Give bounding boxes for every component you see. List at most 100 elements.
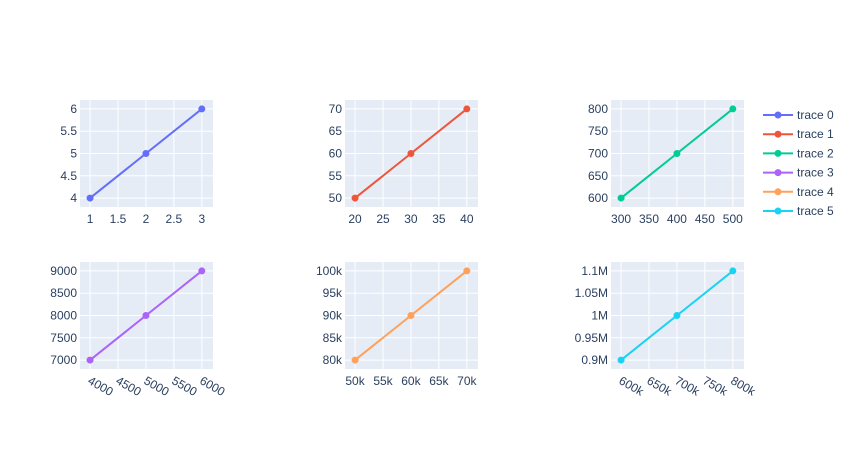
y-tick-label: 0.95M [575, 331, 608, 345]
y-tick-label: 750 [588, 124, 608, 138]
data-point [729, 105, 737, 113]
y-tick-label: 85k [323, 331, 343, 345]
subplot-5: 50k 55k 60k 65k 70k 80k 85k 90k 95k 100k [316, 262, 478, 388]
x-tick-label: 55k [373, 374, 393, 388]
subplot-2: 20 25 30 35 40 50 55 60 65 70 [329, 100, 478, 226]
y-tick-label: 70 [329, 102, 343, 116]
legend-marker-icon [774, 111, 782, 119]
y-tick-label: 50 [329, 191, 343, 205]
x-tick-label: 30 [404, 212, 418, 226]
subplot-1: 1 1.5 2 2.5 3 4 4.5 5 5.5 6 [60, 100, 213, 226]
legend-item[interactable]: trace 3 [763, 166, 834, 180]
y-tick-label: 8500 [50, 286, 77, 300]
y-tick-label: 5 [70, 147, 77, 161]
x-tick-label: 400 [667, 212, 687, 226]
y-tick-label: 80k [323, 353, 343, 367]
legend-label: trace 0 [797, 108, 834, 122]
legend-item[interactable]: trace 0 [763, 108, 834, 122]
y-tick-label: 0.9M [581, 353, 608, 367]
y-tick-label: 55 [329, 169, 343, 183]
y-tick-label: 6 [70, 102, 77, 116]
x-tick-label: 1 [87, 212, 94, 226]
x-tick-label: 500 [723, 212, 743, 226]
y-tick-label: 1.05M [575, 286, 608, 300]
x-tick-label: 600k [617, 373, 647, 399]
x-tick-label: 60k [401, 374, 421, 388]
x-tick-label: 65k [429, 374, 449, 388]
data-point [463, 105, 471, 113]
x-tick-label: 40 [460, 212, 474, 226]
x-tick-label: 2.5 [166, 212, 183, 226]
x-tick-label: 1.5 [110, 212, 127, 226]
legend-label: trace 2 [797, 146, 834, 160]
y-tick-label: 650 [588, 169, 608, 183]
legend-marker-icon [774, 149, 782, 157]
y-tick-label: 1M [591, 309, 608, 323]
y-tick-label: 5.5 [60, 124, 77, 138]
subplot-3: 300 350 400 450 500 600 650 700 750 800 [588, 100, 744, 226]
data-point [142, 150, 150, 157]
legend-label: trace 1 [797, 127, 834, 141]
data-point [463, 267, 471, 275]
x-tick-label: 700k [672, 373, 702, 399]
y-tick-label: 7500 [50, 331, 77, 345]
y-tick-label: 7000 [50, 353, 77, 367]
y-tick-label: 9000 [50, 264, 77, 278]
x-tick-label: 650k [645, 373, 675, 399]
data-point [351, 194, 359, 202]
data-point [729, 267, 737, 275]
data-point [407, 150, 415, 157]
legend-marker-icon [774, 169, 782, 177]
x-tick-label: 20 [348, 212, 362, 226]
x-tick-label: 750k [700, 373, 730, 399]
legend-marker-icon [774, 188, 782, 196]
legend-item[interactable]: trace 4 [763, 185, 834, 199]
legend: trace 0 trace 1 trace 2 trace 3 trace 4 trace… [763, 108, 834, 218]
x-tick-label: 35 [432, 212, 446, 226]
data-point [198, 105, 206, 113]
x-tick-label: 300 [611, 212, 631, 226]
x-tick-label: 70k [457, 374, 477, 388]
x-tick-label: 4000 [86, 373, 116, 399]
x-tick-label: 25 [376, 212, 390, 226]
x-tick-label: 800k [728, 373, 758, 399]
x-tick-label: 350 [639, 212, 659, 226]
y-tick-label: 60 [329, 147, 343, 161]
data-point [351, 356, 359, 364]
data-point [142, 312, 150, 319]
y-tick-label: 100k [316, 264, 343, 278]
data-point [617, 194, 625, 202]
data-point [86, 356, 94, 364]
x-tick-label: 5500 [169, 373, 199, 399]
data-point [673, 312, 681, 319]
y-tick-label: 90k [323, 309, 343, 323]
legend-label: trace 4 [797, 185, 834, 199]
x-tick-label: 3 [198, 212, 205, 226]
y-tick-label: 700 [588, 147, 608, 161]
legend-label: trace 5 [797, 204, 834, 218]
data-point [407, 312, 415, 319]
data-point [86, 194, 94, 202]
y-tick-label: 4.5 [60, 169, 77, 183]
x-tick-label: 2 [143, 212, 150, 226]
legend-label: trace 3 [797, 166, 834, 180]
y-tick-label: 1.1M [581, 264, 608, 278]
x-tick-label: 50k [345, 374, 365, 388]
legend-item[interactable]: trace 2 [763, 146, 834, 160]
legend-item[interactable]: trace 5 [763, 204, 834, 218]
legend-marker-icon [774, 130, 782, 138]
x-tick-label: 4500 [114, 373, 144, 399]
x-tick-label: 6000 [197, 373, 227, 399]
y-tick-label: 65 [329, 124, 343, 138]
data-point [617, 356, 625, 364]
legend-item[interactable]: trace 1 [763, 127, 834, 141]
y-tick-label: 4 [70, 191, 77, 205]
y-tick-label: 600 [588, 191, 608, 205]
y-tick-label: 800 [588, 102, 608, 116]
x-tick-label: 450 [695, 212, 715, 226]
data-point [198, 267, 206, 275]
data-point [673, 150, 681, 157]
